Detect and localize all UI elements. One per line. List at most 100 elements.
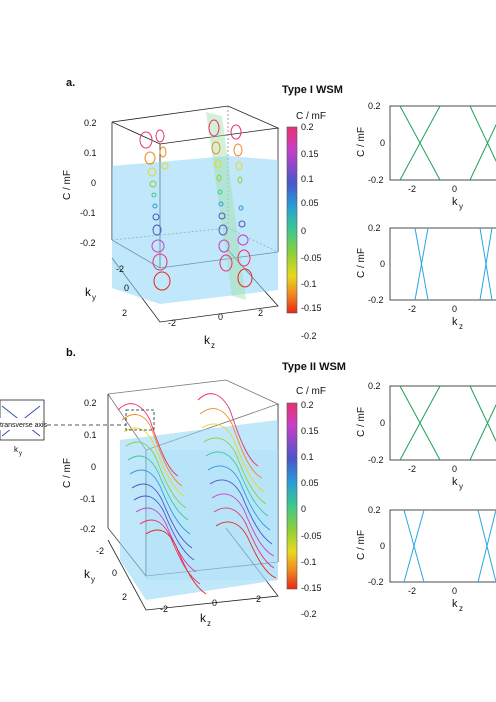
- ky-tick: 2: [122, 308, 127, 318]
- x-tick: -2: [408, 184, 416, 194]
- x-axis-label-sub: z: [459, 322, 463, 331]
- side-plot-frame: [389, 385, 496, 461]
- dispersion-line: [469, 105, 496, 163]
- panel-a-label: a.: [66, 77, 75, 89]
- colorbar-tick: 0.1: [301, 452, 314, 462]
- panel-a: a. Type I WSM: [62, 77, 343, 350]
- z-tick: -0.1: [80, 494, 96, 504]
- colorbar-tick: -0.15: [301, 583, 322, 593]
- inset-x-label-sub: y: [19, 451, 22, 457]
- z-axis-label: C / mF: [62, 170, 73, 200]
- panel-b-z-axis: 0.2 0.1 0 -0.1 -0.2 C / mF: [62, 398, 97, 534]
- colorbar-tick: -0.1: [301, 557, 317, 567]
- x-axis-label: k: [452, 196, 458, 208]
- dispersion-line: [469, 403, 496, 461]
- panel-a-slant-plane: [206, 112, 246, 300]
- panel-a-dispersion: [139, 119, 253, 291]
- panel-a-column-left: [139, 131, 171, 291]
- ky-tick: -2: [96, 546, 104, 556]
- kz-label-sub: z: [207, 619, 211, 628]
- ky-tick: 0: [112, 568, 117, 578]
- kz-tick: 2: [256, 594, 261, 604]
- y-tick: 0: [380, 418, 385, 428]
- x-tick: -2: [408, 304, 416, 314]
- z-axis-label: C / mF: [62, 458, 73, 488]
- z-tick: 0.1: [84, 430, 97, 440]
- inset-axis-label: transverse axis: [0, 422, 48, 429]
- dispersion-line: [477, 509, 496, 583]
- panel-b-kz-axis: -2 0 2 k z: [160, 594, 261, 628]
- ky-tick: -2: [116, 264, 124, 274]
- y-tick: 0.2: [368, 505, 381, 515]
- ky-label-sub: y: [92, 293, 96, 302]
- dispersion-line: [479, 227, 493, 301]
- panel-b-title: Type II WSM: [282, 361, 346, 373]
- dispersion-line: [469, 123, 496, 181]
- panel-b: b. Type II WSM: [40, 347, 346, 628]
- y-tick: -0.2: [368, 455, 384, 465]
- kz-label: k: [200, 611, 207, 625]
- colorbar-tick: 0.15: [301, 426, 319, 436]
- z-tick: 0.2: [84, 398, 97, 408]
- colorbar-title: C / mF: [296, 111, 326, 122]
- colorbar-tick: 0.2: [301, 400, 314, 410]
- panel-b-label: b.: [66, 347, 76, 359]
- side-plot-frame: [389, 105, 496, 181]
- panel-b-dispersion: [117, 393, 277, 595]
- x-axis-label-sub: y: [459, 482, 463, 491]
- colorbar-tick: -0.15: [301, 303, 322, 313]
- y-tick: -0.2: [368, 175, 384, 185]
- colorbar-title: C / mF: [296, 386, 326, 397]
- x-tick: 0: [452, 464, 457, 474]
- inset-label-bg: [0, 418, 42, 430]
- x-axis-label: k: [452, 476, 458, 488]
- y-tick: 0: [380, 138, 385, 148]
- inset-x-label: k: [14, 445, 19, 454]
- dispersion-line: [403, 509, 425, 583]
- z-tick: -0.2: [80, 238, 96, 248]
- colorbar-a: C / mF 0.2 0.15 0.1 0.05 0 -0.05 -0.1 -0…: [286, 111, 326, 341]
- colorbar-tick: -0.05: [301, 253, 322, 263]
- x-axis-label: k: [452, 598, 458, 610]
- kz-label: k: [204, 333, 211, 347]
- kz-tick: -2: [160, 604, 168, 614]
- x-axis-label-sub: z: [459, 604, 463, 613]
- y-tick: 0.2: [368, 381, 381, 391]
- z-tick: 0.1: [84, 148, 97, 158]
- selection-box: [125, 409, 155, 431]
- y-axis-label: C / mF: [356, 248, 367, 278]
- kz-tick: 2: [258, 308, 263, 318]
- ky-label-sub: y: [91, 575, 95, 584]
- panel-a-z-axis: 0.2 0.1 0 -0.1 -0.2 C / mF: [62, 118, 97, 248]
- z-tick: 0.2: [84, 118, 97, 128]
- colorbar-tick: 0.15: [301, 149, 319, 159]
- x-axis-label-sub: y: [459, 202, 463, 211]
- z-tick: -0.2: [80, 524, 96, 534]
- colorbar-tick: 0.1: [301, 174, 314, 184]
- y-tick: 0.2: [368, 223, 381, 233]
- colorbar-tick: -0.1: [301, 279, 317, 289]
- side-plot-frame: [389, 227, 496, 301]
- colorbar-tick: 0: [301, 226, 306, 236]
- dispersion-line: [469, 385, 496, 443]
- panel-a-kz-axis: -2 0 2 k z: [168, 308, 263, 350]
- colorbar-tick: 0.05: [301, 478, 319, 488]
- colorbar-tick: 0: [301, 504, 306, 514]
- colorbar-tick: -0.05: [301, 531, 322, 541]
- dispersion-line: [399, 105, 441, 181]
- colorbar-gradient: [286, 402, 298, 590]
- x-tick: 0: [452, 304, 457, 314]
- ky-tick: 2: [122, 592, 127, 602]
- colorbar-b: C / mF 0.2 0.15 0.1 0.05 0 -0.05 -0.1 -0…: [286, 386, 326, 619]
- colorbar-tick: 0.2: [301, 122, 314, 132]
- panel-a-column-left-2: [155, 129, 169, 170]
- dispersion-line: [399, 385, 441, 461]
- colorbar-tick: 0.05: [301, 198, 319, 208]
- panel-a-title: Type I WSM: [282, 84, 343, 96]
- z-tick: 0: [91, 462, 96, 472]
